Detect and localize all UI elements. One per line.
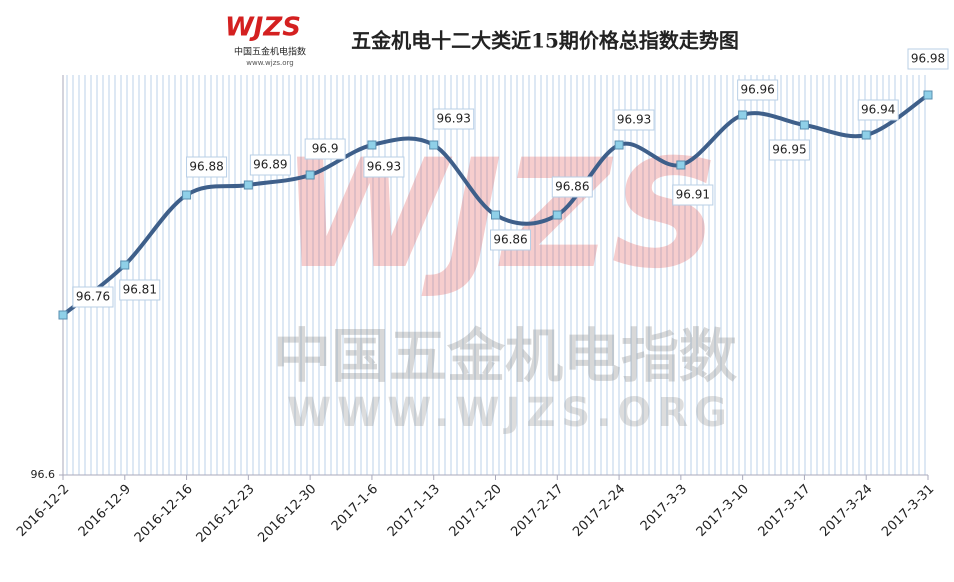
label-box [857,99,899,121]
x-tick-label: 2016-12-9 [76,482,134,540]
marker [676,160,686,170]
x-tick-label: 2016-12-16 [132,482,196,546]
x-tick-label: 2017-3-24 [817,482,875,540]
x-tick-label: 2017-3-3 [638,482,690,534]
x-tick-label: 2016-12-2 [14,482,72,540]
logo-url: www.wjzs.org [246,59,293,67]
label-box [672,184,714,206]
label-box [768,139,810,161]
data-label: 96.96 [740,83,774,97]
label-box [433,108,475,130]
data-label: 96.9 [312,142,339,156]
label-box [551,176,593,198]
marker [58,310,68,320]
watermark-url: WWW.WJZS.ORG [287,390,733,436]
marker [491,210,500,220]
data-label: 96.86 [555,180,589,194]
logo-text: WJZS [225,13,301,43]
x-tick-label: 2016-12-30 [255,482,319,546]
x-tick-label: 2017-1-6 [329,482,381,534]
label-box [613,109,655,131]
x-tick-label: 2017-2-17 [508,482,566,540]
data-label: 96.98 [911,52,945,66]
x-tick-label: 2017-3-31 [879,482,937,540]
data-label: 96.88 [189,160,223,174]
marker [182,190,192,200]
x-tick-label: 2017-2-24 [570,482,628,540]
watermark: WJZS 中国五金机电指数 WWW.WJZS.ORG [273,128,737,436]
label-box [72,286,114,308]
marker [861,130,871,140]
x-tick-label: 2017-3-17 [756,482,814,540]
x-tick-label: 2017-3-10 [694,482,752,540]
marker [799,120,809,130]
marker [614,140,624,150]
data-label: 96.76 [76,290,110,304]
label-box [186,156,228,178]
watermark-title: 中国五金机电指数 [273,322,737,390]
marker [552,210,562,220]
label-box [363,156,405,178]
marker [738,110,748,120]
data-label: 96.81 [123,283,157,297]
data-label: 96.93 [617,113,651,127]
marker [243,180,253,190]
label-box [249,154,291,176]
data-label: 96.93 [437,112,471,126]
chart-title: 五金机电十二大类近15期价格总指数走势图 [351,29,739,53]
data-label: 96.86 [493,233,527,247]
x-tick-label: 2017-1-13 [385,482,443,540]
x-tick-label: 2016-12-23 [194,482,258,546]
x-tick-label: 2017-1-20 [447,482,505,540]
marker [120,260,130,270]
label-box [737,79,779,101]
marker [367,140,377,150]
data-label: 96.94 [861,103,895,117]
label-box [490,229,531,251]
data-label: 96.95 [772,143,806,157]
logo-subtitle: 中国五金机电指数 [234,46,306,58]
data-label: 96.93 [367,160,401,174]
marker [429,140,439,150]
label-box [119,279,161,301]
label-box [304,138,346,160]
marker [305,170,315,180]
label-box [907,48,949,70]
data-label: 96.89 [253,158,287,172]
data-label: 96.91 [676,188,710,202]
marker [923,90,933,100]
y-tick-label: 96.6 [31,468,56,481]
